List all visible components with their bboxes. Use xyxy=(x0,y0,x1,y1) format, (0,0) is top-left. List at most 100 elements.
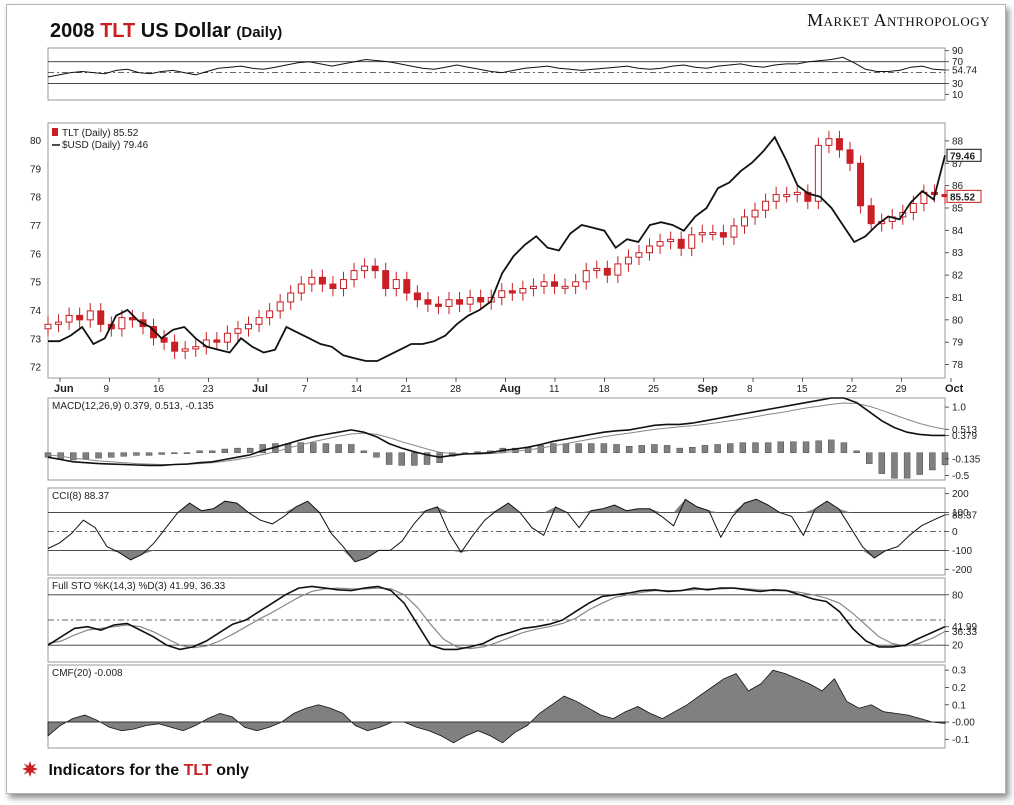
tlt-candle-body xyxy=(793,191,801,196)
footer-note: Indicators for the TLT only xyxy=(22,761,249,780)
tlt-candle-body xyxy=(466,296,474,305)
macd-histogram-bar xyxy=(373,452,380,458)
macd-histogram-bar xyxy=(550,443,557,453)
tlt-candle-body xyxy=(382,270,390,290)
macd-histogram-bar xyxy=(310,442,317,453)
macd-histogram-bar xyxy=(676,447,683,453)
macd-histogram-bar xyxy=(120,452,128,457)
rsi-y-tick-label: 54.74 xyxy=(952,66,977,77)
price-right-tick-label: 82 xyxy=(952,271,964,282)
tlt-candle-body xyxy=(867,205,875,225)
tlt-candle-body xyxy=(223,332,231,343)
price-x-tick-label: 29 xyxy=(896,384,908,395)
macd-histogram-bar xyxy=(764,442,772,453)
stochastic-y-tick-label: 20 xyxy=(952,641,964,652)
tlt-candle-body xyxy=(245,323,253,330)
tlt-candle-body xyxy=(160,337,168,343)
price-x-tick-label: 18 xyxy=(599,384,611,395)
tlt-candle-body xyxy=(709,232,717,236)
price-panel xyxy=(47,122,946,379)
price-right-tick-label: 84 xyxy=(952,226,964,237)
stochastic-y-tick-label: 36.33 xyxy=(952,627,977,638)
tlt-candle-body xyxy=(646,245,654,254)
cci-legend: CCI(8) 88.37 xyxy=(52,491,110,502)
tlt-candle-body xyxy=(434,303,442,307)
price-right-tick-label: 83 xyxy=(952,248,964,259)
tlt-candle-body xyxy=(624,256,632,265)
tlt-candle-body xyxy=(456,299,464,305)
tlt-candle-body xyxy=(192,346,200,350)
title-rest: US Dollar xyxy=(140,20,231,42)
macd-y-tick-label: -0.135 xyxy=(952,454,981,465)
tlt-candle-body xyxy=(582,270,590,283)
price-left-tick-label: 73 xyxy=(30,334,42,345)
chart-title: 2008 TLT US Dollar (Daily) xyxy=(50,20,282,43)
price-x-tick-label: 16 xyxy=(153,384,165,395)
tlt-candle-body xyxy=(677,238,685,249)
tlt-candle-body xyxy=(339,279,347,290)
tlt-candle-body xyxy=(519,288,527,294)
tlt-candle-body xyxy=(825,138,833,146)
macd-histogram-bar xyxy=(474,451,481,453)
price-x-tick-label: Oct xyxy=(945,383,964,395)
tlt-candle-body xyxy=(403,279,411,294)
macd-y-tick-label: 1.0 xyxy=(952,403,966,414)
macd-histogram-bar xyxy=(562,443,570,453)
macd-histogram-bar xyxy=(689,447,696,453)
price-right-tick-label: 87 xyxy=(952,159,964,170)
footer-ticker: TLT xyxy=(183,762,212,779)
price-x-tick-label: Aug xyxy=(500,383,521,395)
footer-suffix: only xyxy=(216,762,250,779)
cmf-y-tick-label: 0.2 xyxy=(952,683,966,694)
macd-histogram-bar xyxy=(145,452,153,456)
tlt-candle-body xyxy=(445,299,453,307)
macd-histogram-bar xyxy=(878,452,886,474)
macd-histogram-bar xyxy=(802,441,810,453)
tlt-candle-body xyxy=(561,285,569,289)
tlt-candle-body xyxy=(361,265,369,272)
macd-histogram-bar xyxy=(727,443,734,453)
brand-label: Market Anthropology xyxy=(807,10,990,30)
macd-histogram-bar xyxy=(537,445,544,453)
price-left-tick-label: 80 xyxy=(30,136,42,147)
macd-histogram-bar xyxy=(398,452,405,466)
macd-histogram-bar xyxy=(512,447,519,453)
macd-histogram-bar xyxy=(714,444,721,453)
cci-line xyxy=(47,498,946,563)
tlt-candle-body xyxy=(350,270,358,281)
price-left-tick-label: 75 xyxy=(30,278,42,289)
price-left-tick-label: 76 xyxy=(30,249,42,260)
tlt-candle-body xyxy=(730,225,738,238)
macd-histogram-bar xyxy=(840,442,848,453)
footer-prefix: Indicators for the xyxy=(48,762,180,779)
price-left-tick-label: 74 xyxy=(30,306,42,317)
macd-histogram-bar xyxy=(82,452,90,460)
rsi-panel xyxy=(47,47,946,101)
tlt-value-tag xyxy=(946,189,982,203)
macd-histogram-bar xyxy=(853,450,860,453)
macd-histogram-bar xyxy=(234,447,241,453)
tlt-candle-body xyxy=(55,321,63,325)
macd-histogram-bar xyxy=(411,452,418,466)
macd-histogram-bar xyxy=(209,450,216,453)
macd-y-tick-label: 0.513 xyxy=(952,425,977,436)
macd-signal-line xyxy=(47,402,946,465)
cci-y-tick-label: -200 xyxy=(952,565,972,576)
price-x-tick-label: 22 xyxy=(846,384,858,395)
tlt-candle-body xyxy=(835,138,843,151)
tlt-candle-body xyxy=(392,279,400,290)
tlt-candle-body xyxy=(762,200,770,211)
tlt-candle-body xyxy=(44,323,52,330)
price-left-tick-label: 77 xyxy=(30,221,42,232)
macd-histogram-bar xyxy=(221,448,229,453)
tlt-candle-body xyxy=(498,290,506,298)
macd-panel xyxy=(47,397,946,481)
cci-y-tick-label: 88.37 xyxy=(952,510,977,521)
price-x-tick-label: 28 xyxy=(450,384,462,395)
tlt-candle-body xyxy=(740,216,748,227)
macd-histogram-bar xyxy=(158,452,165,455)
tlt-candle-body xyxy=(593,267,601,272)
tlt-candle-body xyxy=(371,265,379,272)
tlt-candle-body xyxy=(540,281,548,287)
